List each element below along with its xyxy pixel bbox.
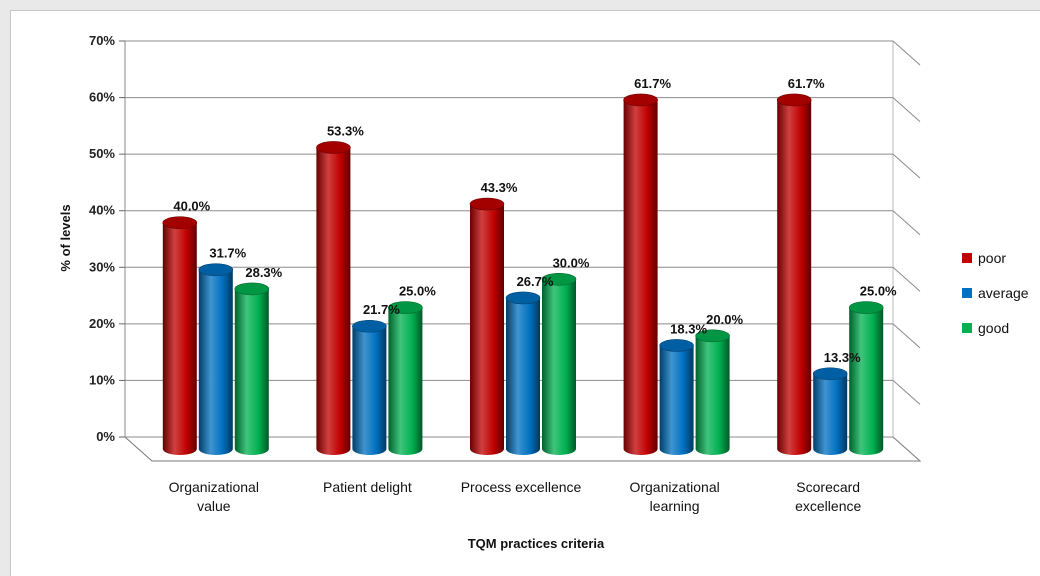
x-category-label: Organizational learning: [629, 479, 719, 514]
legend-item-average: average: [962, 285, 1029, 301]
y-tick-label: 60%: [89, 90, 115, 105]
bar-poor: [469, 197, 505, 455]
gridline-side: [892, 40, 921, 66]
gridline-side: [892, 380, 921, 405]
bar-good: [388, 301, 423, 455]
gridline-side: [892, 323, 921, 349]
bar-good: [234, 282, 270, 455]
data-label-good: 28.3%: [245, 265, 282, 280]
data-label-poor: 61.7%: [788, 76, 825, 91]
legend-label: poor: [978, 250, 1006, 266]
y-tick-label: 20%: [89, 316, 115, 331]
bar-poor: [623, 93, 658, 455]
gridline-side: [892, 266, 921, 292]
x-category-label: Process excellence: [461, 479, 582, 495]
data-label-good: 25.0%: [860, 284, 897, 299]
bar-poor: [776, 93, 812, 455]
legend-label: good: [978, 320, 1009, 336]
gridline-side: [892, 97, 921, 122]
y-tick-label: 30%: [89, 259, 115, 274]
bar-good: [541, 272, 577, 455]
data-label-poor: 43.3%: [481, 180, 518, 195]
bars: [162, 93, 884, 455]
bar-poor: [316, 141, 351, 455]
x-category-label: Organizational value: [169, 479, 259, 514]
y-tick-label: 50%: [89, 146, 115, 161]
bar-good: [848, 301, 884, 455]
gridline-side: [892, 153, 921, 179]
y-axis-ticks: 0% 10% 20% 30% 40% 50% 60% 70%: [89, 33, 125, 444]
legend-swatch: [962, 253, 972, 263]
x-category-label: Patient delight: [323, 479, 412, 495]
x-axis-title: TQM practices criteria: [468, 536, 605, 551]
bar-average: [198, 263, 234, 455]
gridline-side: [892, 210, 921, 236]
legend-swatch: [962, 323, 972, 333]
data-label-poor: 61.7%: [634, 76, 671, 91]
gridline-side: [892, 436, 921, 462]
bar-average: [659, 339, 694, 455]
bar-average: [812, 367, 848, 455]
legend: poor average good: [962, 250, 1029, 336]
data-label-good: 30.0%: [553, 255, 590, 270]
legend-item-poor: poor: [962, 250, 1006, 266]
data-label-good: 25.0%: [399, 284, 436, 299]
y-axis-title: % of levels: [58, 204, 73, 271]
data-label-average: 18.3%: [670, 321, 707, 336]
legend-label: average: [978, 285, 1029, 301]
legend-item-good: good: [962, 320, 1009, 336]
bar-good: [695, 329, 730, 455]
data-label-average: 26.7%: [517, 274, 554, 289]
data-label-poor: 53.3%: [327, 123, 364, 138]
x-category-label: Scorecard excellence: [795, 479, 861, 514]
data-label-average: 13.3%: [824, 350, 861, 365]
bar-poor: [162, 216, 198, 455]
y-tick-label: 70%: [89, 33, 115, 48]
data-label-good: 20.0%: [706, 312, 743, 327]
data-label-average: 21.7%: [363, 302, 400, 317]
y-tick-label: 0%: [96, 429, 115, 444]
x-axis-categories: Organizational value Patient delight Proces…: [169, 479, 862, 514]
y-tick-label: 40%: [89, 203, 115, 218]
y-tick-label: 10%: [89, 372, 115, 387]
legend-swatch: [962, 288, 972, 298]
bar-average: [505, 291, 541, 455]
data-label-average: 31.7%: [209, 246, 246, 261]
bar-average: [352, 319, 387, 455]
data-label-poor: 40.0%: [173, 199, 210, 214]
data-labels: 40.0% 31.7% 28.3% 53.3% 21.7% 25.0% 43.3% 26.7%…: [173, 76, 897, 365]
